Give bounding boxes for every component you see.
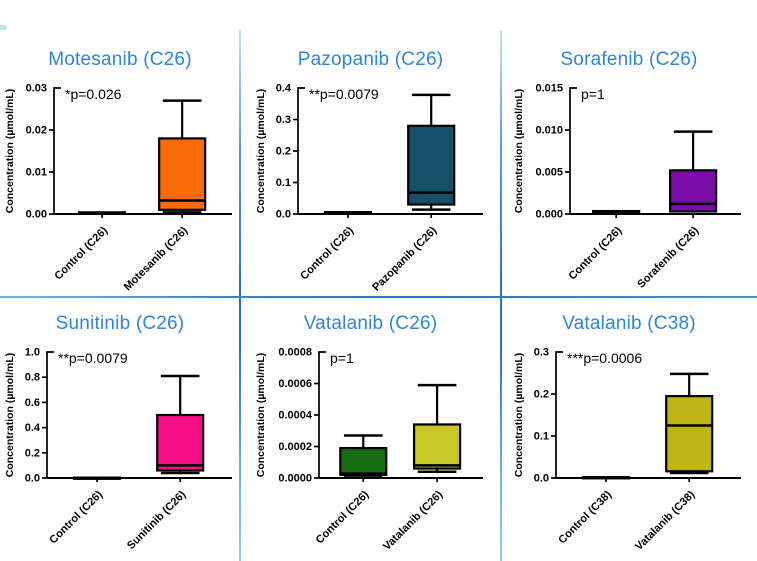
y-tick-label: 0.015 <box>535 83 563 95</box>
y-tick-label: 0.010 <box>535 125 563 137</box>
y-tick-label: 0.02 <box>26 125 47 137</box>
y-tick-label: 0.1 <box>534 431 549 443</box>
box-treatment <box>156 413 205 472</box>
y-axis <box>296 87 305 214</box>
horizontal-divider <box>0 296 757 298</box>
x-category-label: Control (C26) <box>567 224 625 282</box>
panel-sunitinib-c26: Sunitinib (C26) Concentration (µmol/mL) 0… <box>0 296 240 561</box>
y-tick-label: 0.8 <box>25 372 40 384</box>
p-value-label: *p=0.026 <box>65 86 122 102</box>
boxplot-vatalanib-c26: Concentration (µmol/mL) 0.0000 0.0002 0.000… <box>255 347 483 553</box>
y-tick-label: 0.005 <box>535 167 563 179</box>
boxplot-pazopanib: Concentration (µmol/mL) 0.0 0.1 0.2 0.3 0.4 **… <box>255 83 483 294</box>
panel-vatalanib-c26: Vatalanib (C26) Concentration (µmol/mL) 0… <box>240 296 501 561</box>
y-tick-label: 0.03 <box>26 83 47 95</box>
y-axis <box>53 87 61 214</box>
y-axis-label: Concentration (µmol/mL) <box>513 89 525 213</box>
vertical-divider-1 <box>239 30 241 561</box>
panel-title-vatalanib-c26: Vatalanib (C26) <box>303 313 438 334</box>
y-tick-label: 0.2 <box>534 389 549 401</box>
y-tick-label: 1.0 <box>25 347 40 359</box>
y-tick-label: 0.2 <box>25 447 40 459</box>
p-value-label: p=1 <box>330 350 354 366</box>
panel-sorafenib-c26: Sorafenib (C26) Concentration (µmol/mL) 0… <box>501 0 757 296</box>
panel-title-sorafenib: Sorafenib (C26) <box>560 49 698 70</box>
panel-motesanib-c26: Motesanib (C26) Concentration (µmol/mL) 0… <box>0 0 240 296</box>
box-treatment <box>412 423 461 470</box>
panel-pazopanib-c26: Pazopanib (C26) Concentration (µmol/mL) 0… <box>240 0 501 296</box>
y-axis <box>569 87 577 214</box>
panel-title-vatalanib-c38: Vatalanib (C38) <box>562 313 696 334</box>
y-tick-label: 0.000 <box>535 209 563 221</box>
p-value-label: **p=0.0079 <box>58 350 128 366</box>
box-treatment <box>669 169 718 213</box>
box-treatment <box>158 137 207 211</box>
boxplot-sorafenib: Concentration (µmol/mL) 0.000 0.005 0.010 0.… <box>513 83 741 291</box>
figure-edge-fragment <box>0 25 7 30</box>
box-control <box>338 446 387 476</box>
y-axis-label: Concentration (µmol/mL) <box>255 353 267 477</box>
y-tick-label: 0.4 <box>275 83 291 95</box>
p-value-label: p=1 <box>581 86 605 102</box>
y-tick-label: 0.0 <box>275 209 290 221</box>
y-tick-label: 0.0002 <box>278 441 312 453</box>
y-tick-label: 0.3 <box>534 347 549 359</box>
y-tick-label: 0.0006 <box>278 378 312 390</box>
panel-title-pazopanib: Pazopanib (C26) <box>297 49 444 70</box>
y-tick-label: 0.2 <box>275 146 290 158</box>
x-category-label: Pazopanib (C26) <box>370 224 439 293</box>
y-axis <box>555 351 563 478</box>
y-tick-label: 0.3 <box>275 114 290 126</box>
panel-title-motesanib: Motesanib (C26) <box>48 49 192 70</box>
y-tick-label: 0.0004 <box>278 410 313 422</box>
y-tick-label: 0.6 <box>25 397 40 409</box>
y-tick-label: 0.0 <box>534 473 549 485</box>
x-category-label: Control (C26) <box>52 224 110 282</box>
y-axis-label: Concentration (µmol/mL) <box>255 89 267 213</box>
y-tick-label: 0.00 <box>26 209 47 221</box>
y-axis <box>317 351 326 478</box>
box-treatment <box>665 394 714 473</box>
y-axis <box>46 351 54 478</box>
x-category-label: Control (C26) <box>298 224 356 282</box>
p-value-label: **p=0.0079 <box>309 86 379 102</box>
boxplot-sunitinib: Concentration (µmol/mL) 0.0 0.2 0.4 0.6 0.8 1.… <box>4 347 232 552</box>
y-tick-label: 0.0 <box>25 473 40 485</box>
x-category-label: Control (C26) <box>313 488 371 546</box>
boxplot-vatalanib-c38: Concentration (µmol/mL) 0.0 0.1 0.2 0.3 ***p=… <box>513 347 741 553</box>
y-axis-label: Concentration (µmol/mL) <box>513 353 525 477</box>
panel-vatalanib-c38: Vatalanib (C38) Concentration (µmol/mL) 0… <box>501 296 757 561</box>
vertical-divider-2 <box>500 30 502 561</box>
x-category-label: Control (C26) <box>47 488 105 546</box>
x-category-label: Sunitinib (C26) <box>125 488 189 552</box>
x-category-label: Vatalanib (C26) <box>380 488 444 552</box>
y-tick-label: 0.0000 <box>278 473 312 485</box>
y-tick-label: 0.1 <box>275 177 290 189</box>
panel-title-sunitinib: Sunitinib (C26) <box>55 313 185 334</box>
y-tick-label: 0.01 <box>26 167 47 179</box>
x-category-label: Control (C38) <box>556 488 614 546</box>
x-category-label: Sorafenib (C26) <box>635 224 701 290</box>
p-value-label: ***p=0.0006 <box>567 350 642 366</box>
y-axis-label: Concentration (µmol/mL) <box>4 353 16 477</box>
x-category-label: Vatalanib (C38) <box>633 488 697 552</box>
y-axis-label: Concentration (µmol/mL) <box>4 89 16 213</box>
y-tick-label: 0.4 <box>25 422 41 434</box>
boxplot-motesanib: Concentration (µmol/mL) 0.00 0.01 0.02 0.03 *… <box>4 83 232 293</box>
x-category-label: Motesanib (C26) <box>122 224 191 293</box>
y-tick-label: 0.0008 <box>278 347 312 359</box>
